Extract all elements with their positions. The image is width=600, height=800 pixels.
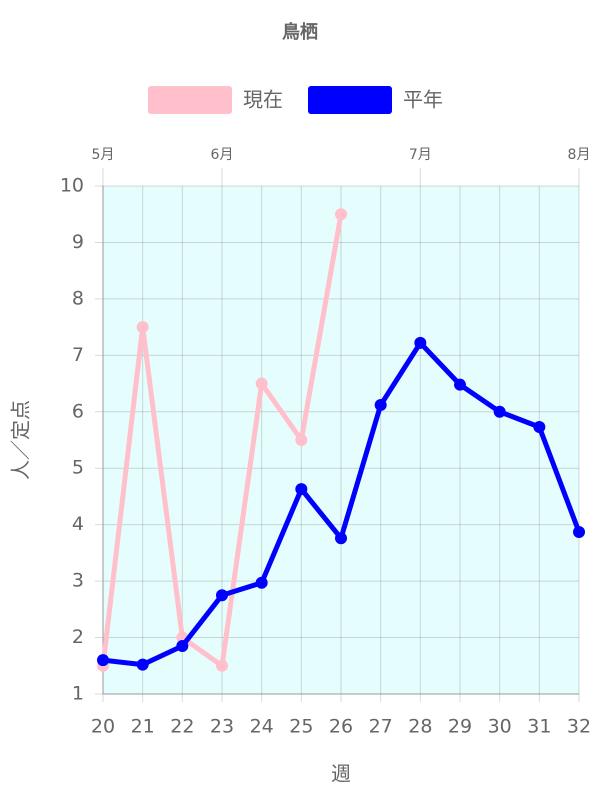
legend-swatch [148,86,232,114]
data-point [295,434,308,446]
y-axis-label: 人／定点 [9,400,33,480]
y-tick-label: 6 [72,400,84,422]
legend-label: 現在 [243,88,283,112]
x-tick-label: 26 [329,716,353,738]
data-point [216,589,228,602]
data-point [374,399,387,412]
x-tick-label: 30 [488,716,512,738]
x-tick-label: 22 [170,716,194,738]
x-axis-label: 週 [331,762,351,786]
y-tick-label: 9 [72,231,84,253]
data-point [533,421,546,434]
data-point [255,377,268,390]
x-tick-label: 29 [448,716,472,738]
month-label: 7月 [409,147,432,163]
data-point [335,208,347,221]
x-tick-label: 27 [369,716,393,738]
legend-swatch [308,86,392,114]
x-tick-label: 28 [408,716,432,738]
data-point [176,640,189,653]
data-point [295,483,308,496]
y-tick-label: 8 [72,287,84,309]
data-point [255,576,268,589]
data-point [136,658,149,671]
data-point [136,321,149,334]
y-tick-label: 10 [60,175,84,197]
x-tick-label: 24 [250,716,274,738]
data-point [414,336,427,349]
x-tick-label: 32 [567,716,591,738]
data-point [493,405,506,418]
data-point [335,532,347,545]
month-label: 8月 [568,147,591,163]
x-tick-label: 25 [289,716,313,738]
y-tick-label: 5 [72,457,84,479]
x-tick-label: 21 [131,716,155,738]
chart-title: 鳥栖 [282,21,318,43]
y-tick-label: 7 [72,344,84,366]
y-tick-label: 2 [72,626,84,648]
data-point [573,526,585,539]
x-tick-label: 20 [91,716,115,738]
month-label: 6月 [211,147,234,163]
x-tick-label: 31 [527,716,551,738]
data-point [97,654,109,667]
data-point [216,659,228,672]
data-point [454,378,466,391]
y-tick-label: 1 [72,683,84,705]
x-tick-label: 23 [210,716,234,738]
legend-label: 平年 [403,88,443,112]
plot-background [103,186,579,694]
y-tick-label: 3 [72,570,84,592]
month-label: 5月 [92,147,115,163]
y-tick-label: 4 [72,513,84,535]
